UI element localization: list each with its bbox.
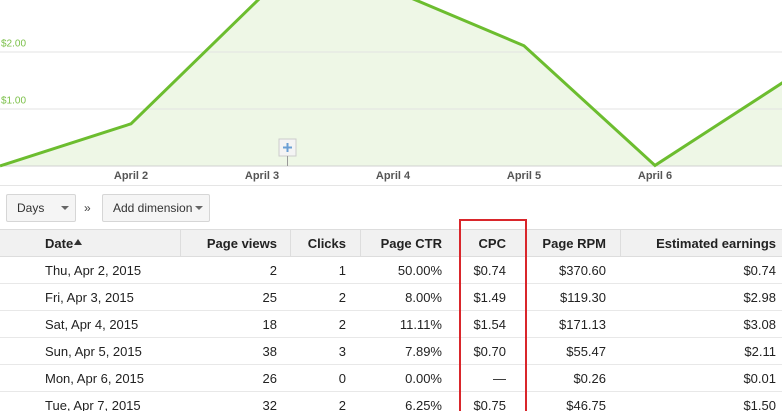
table-cell: — [493,371,506,386]
sort-arrow [74,239,82,245]
header-separator [620,229,621,257]
header-separator [360,229,361,257]
row-divider [0,364,782,365]
table-cell: $0.26 [573,371,606,386]
column-header[interactable]: CPC [478,236,506,251]
table-cell: $1.49 [473,290,506,305]
table-cell: 0 [338,371,346,386]
table-cell: 2 [338,398,346,411]
column-header[interactable]: Page views [206,236,277,251]
add-dimension-dropdown[interactable]: Add dimension [102,194,210,222]
x-tick-label: April 2 [114,170,148,182]
area [0,0,782,166]
table-cell: 38 [262,344,277,359]
table-cell: $55.47 [566,344,606,359]
table-cell: 2 [338,290,346,305]
y-tick-label: $1.00 [1,96,26,107]
table-cell: $119.30 [559,290,606,305]
table-cell: 0.00% [405,371,442,386]
table-cell: 1 [338,263,346,278]
table-cell: 7.89% [405,344,442,359]
table-cell: $2.98 [743,290,776,305]
row-divider [0,391,782,392]
table-cell: $171.13 [559,317,606,332]
table-cell: $0.74 [473,263,506,278]
table-cell: Mon, Apr 6, 2015 [45,371,145,386]
table-cell: 2 [269,263,277,278]
table-cell: $0.75 [473,398,506,411]
table-cell: 18 [262,317,277,332]
separator: » [84,201,91,215]
table-cell: Thu, Apr 2, 2015 [45,263,142,278]
table-cell: 25 [262,290,277,305]
column-header[interactable]: Page RPM [542,236,606,251]
table-cell: $0.70 [473,344,506,359]
table-cell: $2.11 [744,344,776,359]
table-cell: Sat, Apr 4, 2015 [45,317,139,332]
table-cell: $3.08 [743,317,776,332]
row-divider [0,337,782,338]
table-cell: Sun, Apr 5, 2015 [45,344,142,359]
table-cell: $1.50 [743,398,776,411]
table-cell: Fri, Apr 3, 2015 [45,290,134,305]
y-tick-label: $2.00 [1,39,26,50]
highlight-box [459,219,527,411]
table-cell: $0.74 [743,263,776,278]
row-divider [0,283,782,284]
x-tick-label: April 5 [507,170,541,182]
table-cell: Tue, Apr 7, 2015 [45,398,141,411]
table-cell: $46.75 [566,398,606,411]
table-cell: 2 [338,317,346,332]
table-cell: 50.00% [397,263,442,278]
table-cell: 3 [338,344,346,359]
table-cell: 26 [262,371,277,386]
header-separator [180,229,181,257]
table-cell: 6.25% [405,398,442,411]
header-separator [290,229,291,257]
line [0,0,782,168]
table-cell: 32 [262,398,277,411]
table-cell: 11.11% [399,317,442,332]
table-cell: $0.01 [743,371,776,386]
column-header[interactable]: Page CTR [380,236,442,251]
x-tick-label: April 3 [245,170,279,182]
report-table: Date Page views Clicks Page CTR CPC Page RPM E… [0,229,782,411]
x-tick-label: April 6 [638,170,672,182]
dimension-dropdown[interactable]: Days [6,194,76,222]
column-header[interactable]: Estimated earnings [656,236,776,251]
divider [0,185,782,186]
table-cell: 8.00% [405,290,442,305]
column-header[interactable]: Date [45,236,74,251]
column-header[interactable]: Clicks [307,236,346,251]
table-cell: $370.60 [559,263,606,278]
x-tick-label: April 4 [376,170,411,182]
row-divider [0,310,782,311]
annotation-plus [283,143,292,152]
table-cell: $1.54 [473,317,506,332]
table-header-bg [0,229,782,257]
